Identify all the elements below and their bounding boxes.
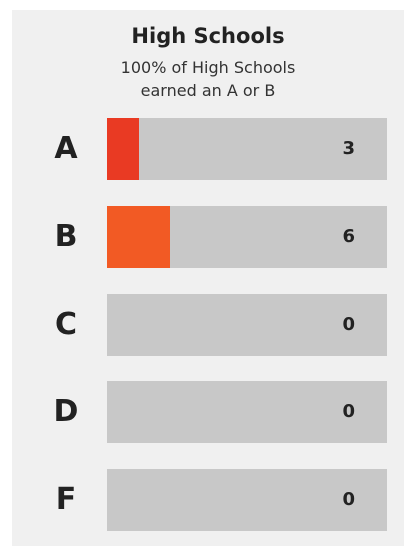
category-label: C [54, 306, 78, 342]
bar-track: 0 [107, 293, 387, 356]
value-label: 3 [342, 138, 355, 159]
bar-track: 0 [107, 469, 387, 532]
bar [107, 118, 139, 180]
chart-subtitle: 100% of High Schools earned an A or B [120, 58, 296, 100]
value-label: 6 [342, 225, 355, 247]
value-label: 0 [342, 401, 355, 423]
category-label: D [53, 394, 79, 430]
bar-track: 6 [107, 205, 387, 268]
category-label: F [55, 482, 77, 518]
chart-title: High Schools [131, 24, 285, 48]
value-label: 0 [342, 313, 355, 335]
category-label: B [54, 218, 78, 254]
bar-track: 0 [107, 381, 387, 444]
value-label: 0 [342, 489, 355, 511]
bar [107, 205, 171, 268]
category-label: A [54, 131, 78, 166]
bar-track: 3 [107, 118, 387, 180]
chart: High Schools 100% of High Schools earned… [12, 10, 404, 546]
